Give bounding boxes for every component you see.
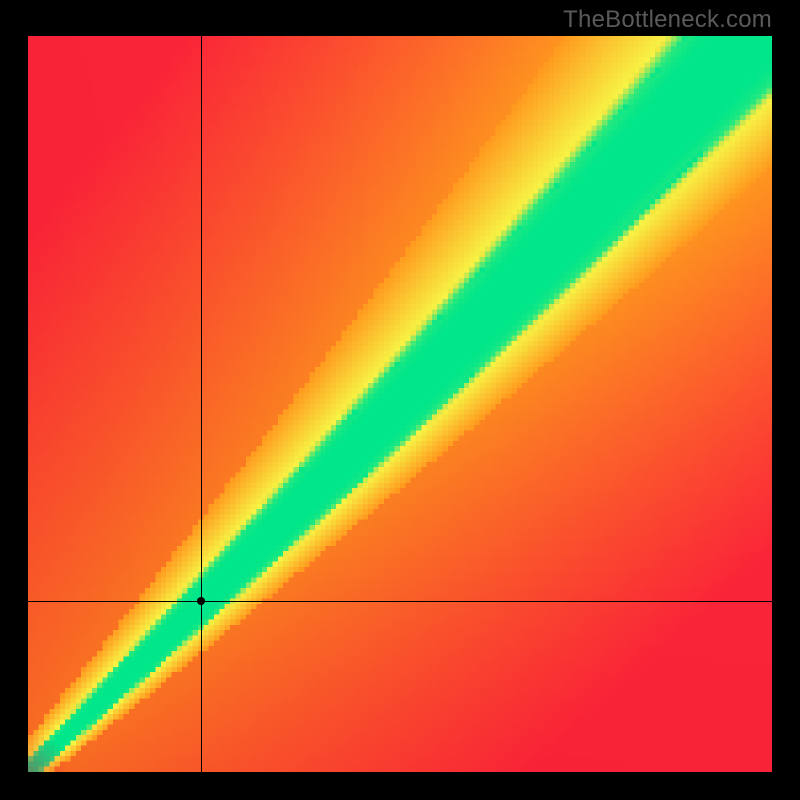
crosshair-vertical bbox=[201, 36, 202, 772]
plot-area bbox=[28, 36, 772, 772]
crosshair-horizontal bbox=[28, 601, 772, 602]
watermark-text: TheBottleneck.com bbox=[563, 6, 772, 34]
selection-marker-icon bbox=[197, 597, 205, 605]
chart-frame: TheBottleneck.com bbox=[0, 0, 800, 800]
bottleneck-heatmap bbox=[28, 36, 772, 772]
